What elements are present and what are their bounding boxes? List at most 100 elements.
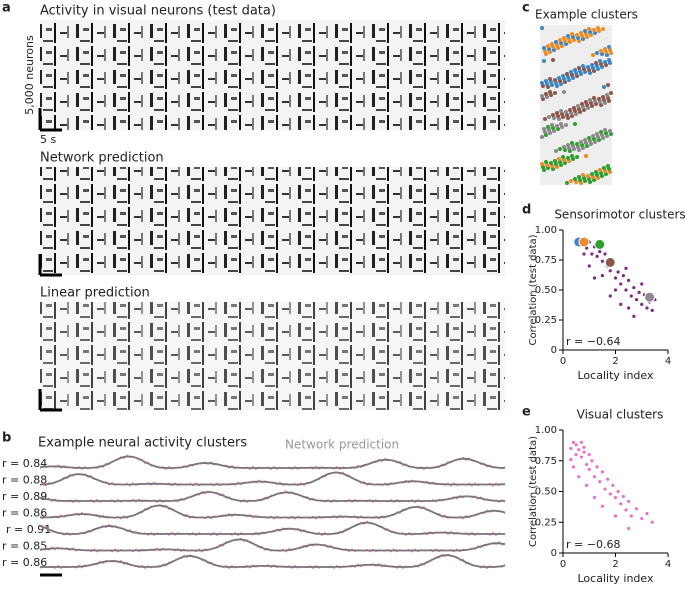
trace [39,455,506,469]
cluster-dot [595,51,599,55]
point [608,294,612,298]
point [578,236,590,248]
cluster-dot [586,174,590,178]
point [616,270,620,274]
cluster-dot [590,63,594,67]
cluster-dot [554,149,558,153]
cluster-dot [569,179,573,183]
point [587,264,591,268]
cluster-dot [543,117,547,121]
cluster-dot [546,44,550,48]
point [600,274,604,278]
cluster-dot [555,111,559,115]
point [587,467,591,471]
point [590,459,594,463]
point [619,302,623,306]
cluster-dot [606,164,610,168]
cluster-dot [595,132,599,136]
cluster-dot [569,70,573,74]
point [595,254,599,258]
cluster-dot [559,122,563,126]
scale-label: 5,000 neurons [23,35,36,115]
point [592,276,597,280]
point [608,492,612,496]
y-tick-label: 0.75 [535,456,557,467]
cluster-dot [549,161,553,165]
panel-letter: d [522,203,531,218]
cluster-dot [553,91,557,95]
panel-b: b Example neural activity clusters Netwo… [2,431,506,577]
panel-letter: b [2,431,11,446]
point [571,465,576,469]
cluster-dot [540,135,544,139]
point [600,259,604,263]
cluster-dot [562,90,566,94]
r-label: r = 0.88 [2,474,47,487]
trace [40,471,505,486]
cluster-dot [566,156,570,160]
cluster-dot [540,26,544,30]
panel-c: c Example clusters [522,1,638,185]
point [590,252,594,256]
point [600,470,604,474]
cluster-dot [564,110,568,114]
point [598,480,602,484]
cluster-dot [575,142,579,146]
y-tick-label: 0 [551,548,557,559]
panel-letter: c [522,1,530,16]
cluster-dot [591,53,595,57]
cluster-dot [550,123,554,127]
cluster-dot [607,58,611,62]
x-tick-label: 4 [665,559,671,570]
panel-title: Example neural activity clusters [38,436,247,451]
cluster-dot [602,166,606,170]
cluster-dot [583,138,587,142]
point [592,496,597,500]
cluster-dot [603,60,607,64]
cluster-dot [559,109,563,113]
cluster-dot [575,33,579,37]
point [629,514,633,518]
annotation: r = −0.64 [566,335,620,348]
cluster-dot [573,68,577,72]
trace [39,491,505,502]
x-tick-label: 0 [560,356,566,367]
cluster-dot [546,125,550,129]
panel-title: Activity in visual neurons (test data) [40,4,276,19]
point [613,276,618,280]
raster [40,302,505,410]
point [587,453,591,457]
cluster-dot [581,173,585,177]
r-label: r = 0.86 [2,556,47,569]
cluster-dot [566,34,570,38]
y-axis-label: Correlation (test data) [528,234,539,345]
cluster-dot [554,40,558,44]
cluster-dot [557,76,561,80]
x-tick-label: 0 [560,559,566,570]
x-tick-label: 4 [665,356,671,367]
y-tick-label: 0.75 [535,255,557,266]
cluster-dot [555,124,559,128]
cluster-dot [542,127,546,131]
y-tick-label: 0 [551,345,557,356]
cluster-dot [540,162,544,166]
point [594,238,606,250]
cluster-dot [562,36,566,40]
r-label: r = 0.85 [2,540,47,553]
cluster-dot [576,104,580,108]
cluster-dot [551,58,555,62]
cluster-dot [542,59,546,63]
point [585,246,589,250]
cluster-dot [599,130,603,134]
point [624,508,628,512]
cluster-dot [603,47,607,51]
x-tick-label: 2 [612,356,618,367]
cluster-dot [597,97,601,101]
panel-a: a Activity in visual neurons (test data)… [2,1,505,412]
cluster-dot [587,136,591,140]
point [569,446,573,451]
point [574,443,578,447]
y-tick-label: 0.50 [535,285,557,296]
cluster-dot [572,106,576,110]
